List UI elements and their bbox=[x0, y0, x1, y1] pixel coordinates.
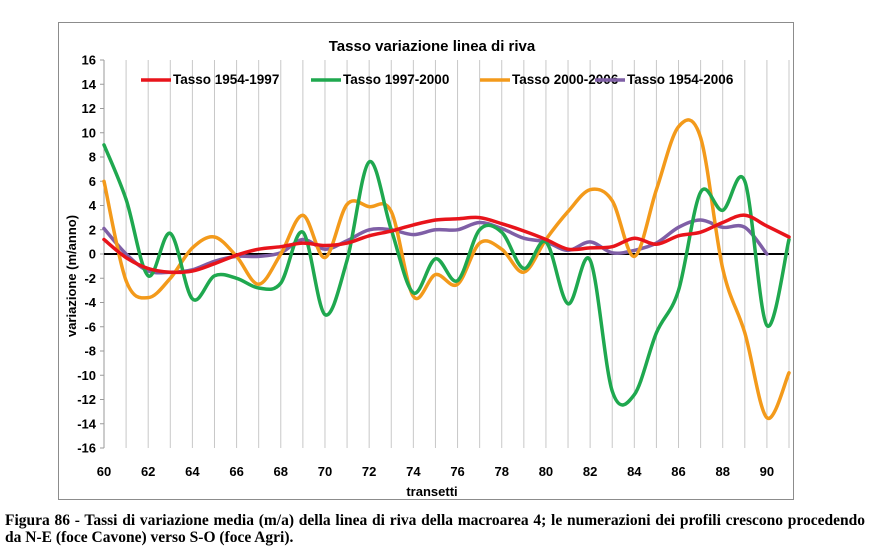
y-tick-label: 0 bbox=[89, 247, 96, 262]
y-tick-label: 2 bbox=[89, 222, 96, 237]
series-line-1 bbox=[102, 213, 791, 275]
x-axis-title: transetti bbox=[406, 484, 457, 499]
x-tick-label: 86 bbox=[671, 464, 685, 479]
x-tick-label: 82 bbox=[583, 464, 597, 479]
x-tick-label: 80 bbox=[539, 464, 553, 479]
legend-entry: Tasso 2000-2006 bbox=[512, 72, 619, 87]
x-tick-label: 68 bbox=[274, 464, 288, 479]
y-axis-title: variazione (m/anno) bbox=[64, 215, 79, 337]
chart-frame: Tasso variazione linea di riva 16 14 12 10 8… bbox=[58, 22, 794, 500]
y-tick-label: -4 bbox=[84, 295, 96, 310]
y-tick-label: 16 bbox=[82, 53, 96, 68]
figure-caption: Figura 86 - Tassi di variazione media (m… bbox=[5, 512, 865, 546]
y-tick-label: 6 bbox=[89, 174, 96, 189]
y-tick-label: 4 bbox=[89, 198, 97, 213]
x-tick-label: 88 bbox=[715, 464, 729, 479]
x-tick-label: 84 bbox=[627, 464, 642, 479]
y-tick-label: 10 bbox=[82, 125, 96, 140]
legend-entry: Tasso 1954-1997 bbox=[173, 72, 279, 87]
x-tick-label: 64 bbox=[185, 464, 200, 479]
x-tick-label: 66 bbox=[229, 464, 243, 479]
y-tick-label: -14 bbox=[77, 416, 97, 431]
x-tick-label: 62 bbox=[141, 464, 155, 479]
line-chart: Tasso variazione linea di riva 16 14 12 10 8… bbox=[64, 38, 791, 499]
x-tick-label: 60 bbox=[97, 464, 111, 479]
series-line-2 bbox=[102, 143, 791, 407]
legend-entry: Tasso 1954-2006 bbox=[627, 72, 734, 87]
y-tick-label: 12 bbox=[82, 101, 96, 116]
x-tick-label: 70 bbox=[318, 464, 332, 479]
x-tick-label: 76 bbox=[450, 464, 464, 479]
y-tick-label: -8 bbox=[84, 344, 96, 359]
y-tick-label: 14 bbox=[82, 77, 97, 92]
legend: Tasso 1954-1997 Tasso 1997-2000 Tasso 2000… bbox=[141, 72, 734, 87]
y-tick-label: -16 bbox=[77, 441, 96, 456]
x-tick-label: 90 bbox=[760, 464, 774, 479]
series-line-3 bbox=[102, 118, 791, 420]
x-tick-label: 72 bbox=[362, 464, 376, 479]
legend-entry: Tasso 1997-2000 bbox=[343, 72, 449, 87]
y-tick-label: -12 bbox=[77, 392, 96, 407]
y-tick-label: 8 bbox=[89, 150, 96, 165]
y-tick-label: -2 bbox=[84, 271, 96, 286]
x-tick-label: 78 bbox=[495, 464, 509, 479]
series-lines bbox=[102, 118, 791, 420]
chart-title: Tasso variazione linea di riva bbox=[329, 38, 536, 55]
y-tick-label: -10 bbox=[77, 368, 96, 383]
x-tick-label: 74 bbox=[406, 464, 421, 479]
y-tick-label: -6 bbox=[84, 319, 96, 334]
